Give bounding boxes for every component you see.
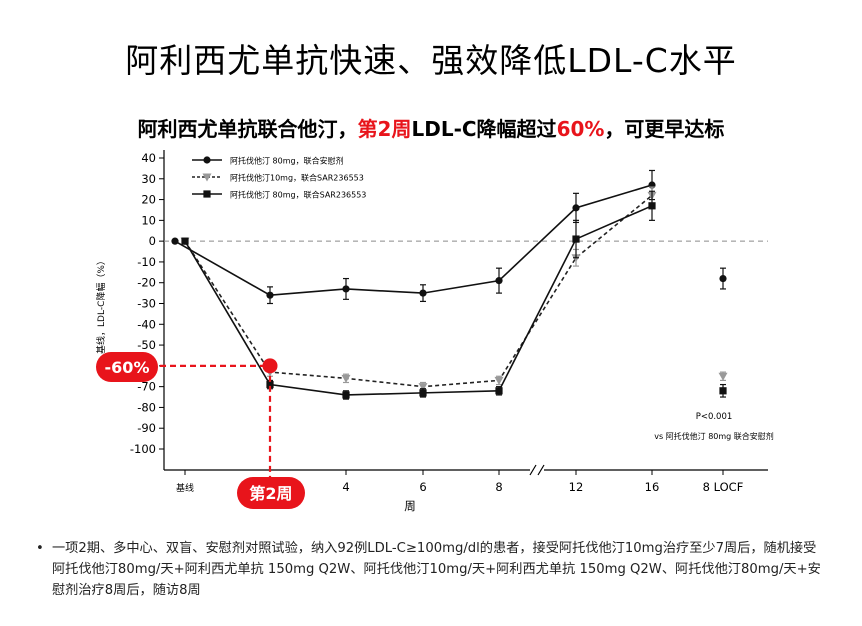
x-tick-label: 基线 xyxy=(176,482,194,494)
subtitle-part1: 阿利西尤单抗联合他汀， xyxy=(137,117,358,141)
pct-callout-badge xyxy=(96,352,158,382)
data-point xyxy=(342,391,350,399)
y-tick-label: -10 xyxy=(137,255,156,269)
legend-marker xyxy=(202,173,212,182)
x-tick-label: 4 xyxy=(342,480,349,494)
p-value-label: P<0.001 xyxy=(696,412,733,422)
series-line xyxy=(174,184,653,297)
data-point xyxy=(418,383,428,392)
legend-label: 阿托伐他汀10mg，联合SAR236553 xyxy=(230,173,364,183)
data-point xyxy=(342,285,350,293)
data-point xyxy=(171,237,179,245)
x-tick-label: 12 xyxy=(569,480,584,494)
y-tick-label: -20 xyxy=(137,276,156,290)
x-tick-label: 8 LOCF xyxy=(703,480,744,494)
pct-callout-label: -60% xyxy=(105,358,150,377)
subtitle-percent-highlight: 60% xyxy=(556,117,605,141)
legend-marker xyxy=(203,190,211,198)
locf-data-point xyxy=(718,372,728,381)
data-point xyxy=(419,389,427,397)
data-point xyxy=(572,204,580,212)
x-axis-label: 周 xyxy=(404,499,416,513)
axis-break-mark xyxy=(529,464,537,476)
y-tick-label: 0 xyxy=(149,234,156,248)
y-tick-label: -30 xyxy=(137,297,156,311)
subtitle-part3: LDL-C降幅超过 xyxy=(411,117,557,141)
y-axis-label: 基线，LDL-C降幅（%） xyxy=(95,256,107,354)
y-tick-label: -90 xyxy=(137,421,156,435)
locf-data-point xyxy=(719,387,727,395)
data-point xyxy=(266,380,274,389)
subtitle-week-highlight: 第2周 xyxy=(357,117,412,141)
highlight-dot xyxy=(262,358,278,374)
y-tick-label: -50 xyxy=(137,338,156,352)
axis-break-mark xyxy=(537,464,545,476)
data-point xyxy=(648,202,656,210)
footnote: • 一项2期、多中心、双盲、安慰剂对照试验，纳入92例LDL-C≥100mg/d… xyxy=(36,538,826,601)
data-point xyxy=(495,277,503,285)
data-point xyxy=(266,291,274,299)
p-value-note: vs 阿托伐他汀 80mg 联合安慰剂 xyxy=(654,431,774,441)
data-point xyxy=(181,237,189,245)
data-point xyxy=(341,374,351,383)
y-tick-label: 10 xyxy=(141,213,156,227)
week-callout-badge xyxy=(237,477,305,509)
week-callout-label: 第2周 xyxy=(249,484,292,503)
page-title: 阿利西尤单抗快速、强效降低LDL-C水平 xyxy=(125,41,737,80)
y-tick-label: -40 xyxy=(137,317,156,331)
x-tick-label: 6 xyxy=(419,480,426,494)
legend-label: 阿托伐他汀 80mg，联合安慰剂 xyxy=(230,156,344,166)
y-tick-label: 40 xyxy=(141,151,156,165)
y-tick-label: 20 xyxy=(141,193,156,207)
data-point xyxy=(494,376,504,385)
locf-data-point xyxy=(719,274,727,283)
legend-label: 阿托伐他汀 80mg，联合SAR236553 xyxy=(230,190,366,200)
footnote-bullet: • xyxy=(36,541,44,556)
subtitle-part5: ，可更早达标 xyxy=(604,117,725,141)
data-point xyxy=(495,387,503,395)
legend-marker xyxy=(203,156,211,164)
footnote-text: 一项2期、多中心、双盲、安慰剂对照试验，纳入92例LDL-C≥100mg/dl的… xyxy=(52,541,821,598)
data-point xyxy=(419,289,427,297)
y-tick-label: -80 xyxy=(137,400,156,414)
data-point xyxy=(572,235,580,243)
y-tick-label: 30 xyxy=(141,172,156,186)
page-subtitle: 阿利西尤单抗联合他汀，第2周LDL-C降幅超过60%，可更早达标 xyxy=(0,113,862,142)
x-tick-label: 16 xyxy=(645,480,660,494)
y-tick-label: -100 xyxy=(130,442,156,456)
y-tick-label: -70 xyxy=(137,380,156,394)
x-tick-label: 8 xyxy=(495,480,502,494)
